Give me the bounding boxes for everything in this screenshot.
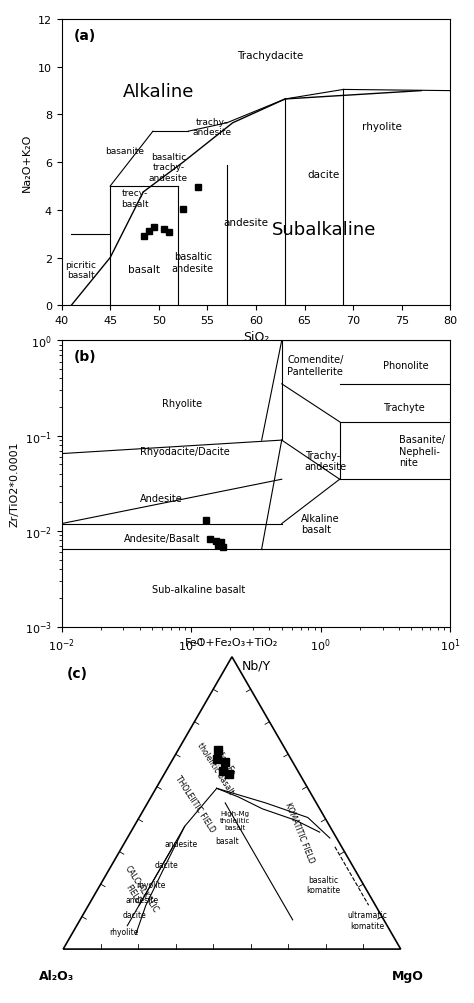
Text: rhyolite: rhyolite (136, 881, 165, 890)
Text: High-Mg
tholeiitic
basalt: High-Mg tholeiitic basalt (220, 810, 250, 830)
Text: Alkaline
basalt: Alkaline basalt (301, 514, 339, 535)
Text: andesite: andesite (165, 840, 198, 849)
Text: trachy-
andesite: trachy- andesite (192, 117, 232, 137)
Text: andesite: andesite (126, 895, 159, 904)
Text: Rhyodacite/Dacite: Rhyodacite/Dacite (140, 446, 229, 456)
Text: (c): (c) (66, 667, 88, 681)
Text: THOLEIITIC FIELD: THOLEIITIC FIELD (173, 773, 217, 833)
Text: basaltic
komatite: basaltic komatite (306, 876, 340, 895)
Text: High-Fe
tholeiitic basalt: High-Fe tholeiitic basalt (196, 735, 245, 795)
Text: basaltic
andesite: basaltic andesite (172, 252, 214, 274)
Text: dacite: dacite (122, 910, 146, 919)
Text: CALC-ALKALIC
FIELD: CALC-ALKALIC FIELD (115, 863, 160, 919)
Text: MgO: MgO (392, 969, 423, 982)
Text: Trachy-
andesite: Trachy- andesite (305, 450, 346, 471)
Text: Basanite/
Nepheli-
nite: Basanite/ Nepheli- nite (399, 434, 445, 467)
Text: KOMATITIC FIELD: KOMATITIC FIELD (283, 800, 316, 864)
Text: basalt: basalt (215, 837, 239, 846)
Text: trecy-
basalt: trecy- basalt (121, 189, 148, 209)
Y-axis label: Zr/TiO2*0.0001: Zr/TiO2*0.0001 (9, 441, 19, 527)
X-axis label: Nb/Y: Nb/Y (241, 659, 271, 672)
Text: basaltic
trachy-
andesite: basaltic trachy- andesite (149, 152, 188, 183)
Text: Andesite: Andesite (140, 493, 182, 504)
Text: Phonolite: Phonolite (383, 361, 428, 371)
Text: basanite: basanite (105, 146, 144, 155)
Text: rhyolite: rhyolite (109, 927, 138, 936)
Text: FeO+Fe₂O₃+TiO₂: FeO+Fe₂O₃+TiO₂ (185, 637, 279, 647)
Text: Subalkaline: Subalkaline (272, 221, 376, 239)
Text: picritic
basalt: picritic basalt (65, 261, 97, 280)
Text: dacite: dacite (308, 170, 340, 180)
Text: Al₂O₃: Al₂O₃ (39, 969, 74, 982)
Text: Rhyolite: Rhyolite (163, 398, 202, 408)
Text: (b): (b) (73, 350, 96, 363)
Y-axis label: Na₂O+K₂O: Na₂O+K₂O (22, 133, 32, 193)
Text: ultramatic
komatite: ultramatic komatite (347, 911, 387, 930)
Text: Alkaline: Alkaline (123, 82, 194, 100)
Text: dacite: dacite (154, 860, 178, 869)
Text: Trachyte: Trachyte (383, 402, 424, 412)
X-axis label: SiO₂: SiO₂ (243, 331, 269, 344)
Text: Comendite/
Pantellerite: Comendite/ Pantellerite (287, 355, 344, 376)
Text: Andesite/Basalt: Andesite/Basalt (123, 534, 200, 544)
Text: rhyolite: rhyolite (362, 122, 402, 132)
Text: (a): (a) (73, 29, 96, 42)
Text: Trachydacite: Trachydacite (237, 51, 304, 61)
Text: andesite: andesite (224, 218, 269, 228)
Text: Sub-alkaline basalt: Sub-alkaline basalt (152, 584, 246, 594)
Text: basalt: basalt (128, 265, 160, 275)
